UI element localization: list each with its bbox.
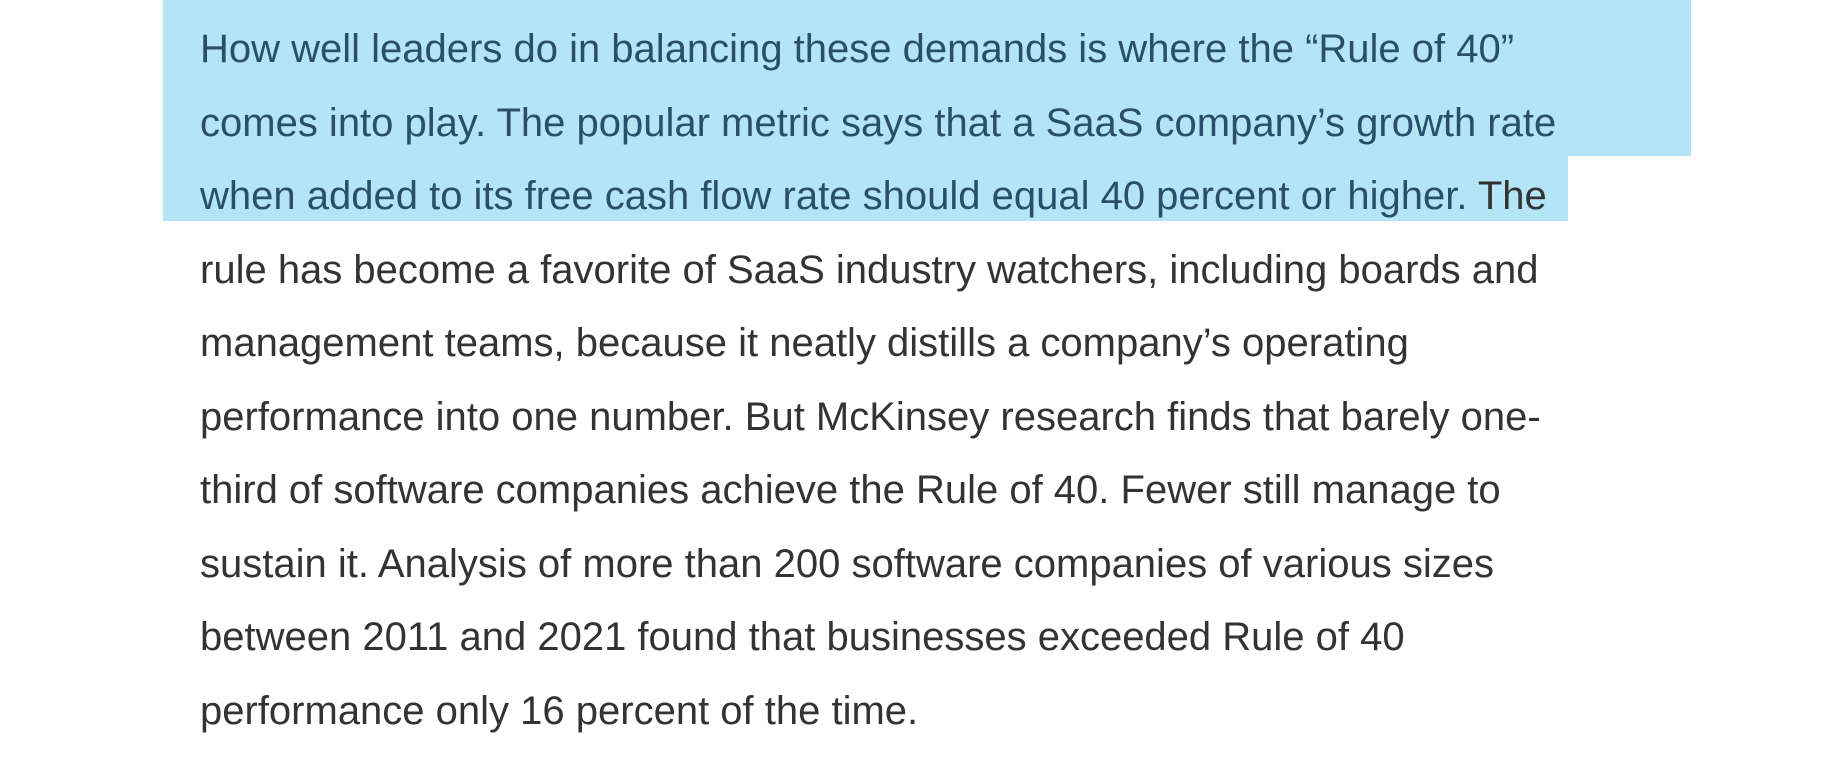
text-selection-highlight-end (163, 156, 1568, 221)
paragraph-line-10[interactable]: performance only 16 percent of the time. (200, 688, 919, 733)
selected-line-2[interactable]: comes into play. The popular metric says… (200, 100, 1557, 145)
paragraph-line-8[interactable]: sustain it. Analysis of more than 200 so… (200, 541, 1494, 586)
paragraph-line-4[interactable]: rule has become a favorite of SaaS indus… (200, 247, 1539, 292)
paragraph-line-5[interactable]: management teams, because it neatly dist… (200, 321, 1409, 365)
unselected-tail[interactable]: The (1467, 174, 1547, 218)
article-paragraph[interactable]: How well leaders do in balancing these d… (200, 13, 1670, 748)
paragraph-line-9[interactable]: between 2011 and 2021 found that busines… (200, 615, 1405, 659)
selected-line-3[interactable]: when added to its free cash flow rate sh… (200, 174, 1468, 218)
paragraph-line-3[interactable]: when added to its free cash flow rate sh… (200, 160, 1670, 234)
selected-line-1[interactable]: How well leaders do in balancing these d… (200, 27, 1515, 71)
paragraph-line-7[interactable]: third of software companies achieve the … (200, 468, 1501, 512)
text-selection-highlight (163, 0, 1691, 156)
paragraph-line-6[interactable]: performance into one number. But McKinse… (200, 394, 1541, 439)
